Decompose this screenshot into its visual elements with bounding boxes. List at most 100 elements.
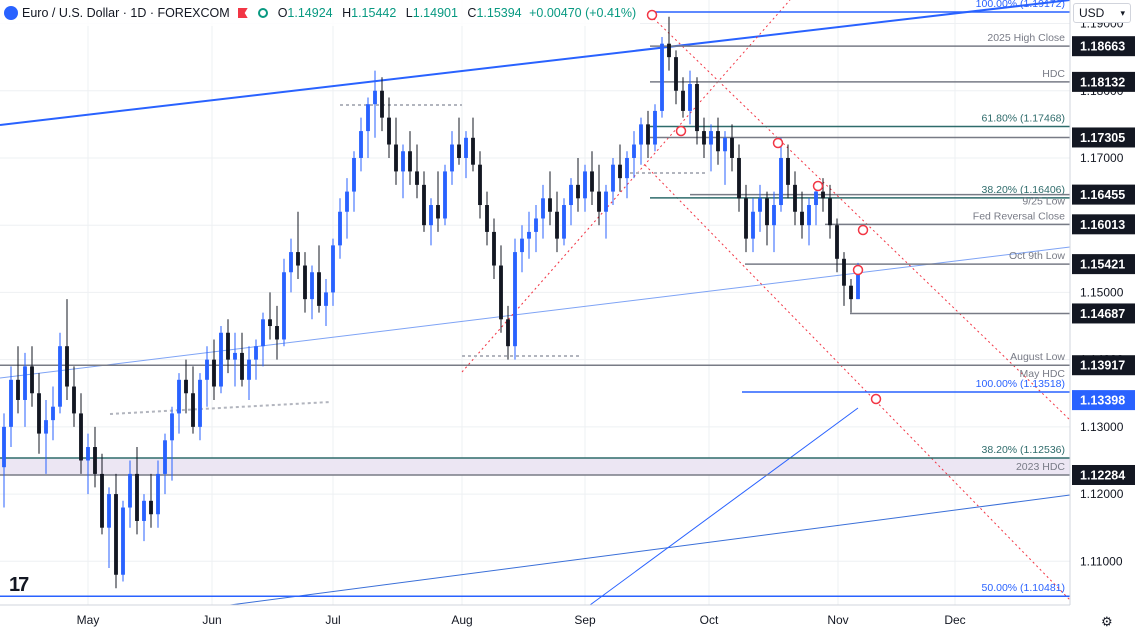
low-label: L (405, 6, 413, 20)
candle-body (492, 231, 496, 266)
level-label: 100.00% (1.13518) (976, 378, 1065, 390)
candle-body (450, 144, 454, 172)
high-label: H (342, 6, 352, 20)
change-value: +0.00470 (+0.41%) (529, 6, 637, 20)
candle-body (58, 346, 62, 407)
price-flag (1072, 464, 1135, 485)
candle-body (807, 205, 811, 226)
level-label: 100.00% (1.19172) (976, 0, 1065, 10)
touch-point-marker (857, 224, 869, 236)
currency-select[interactable]: USD ▾ (1073, 3, 1131, 23)
candle-body (331, 245, 335, 293)
candle-body (366, 104, 370, 132)
y-tick-label: 1.13000 (1080, 420, 1124, 434)
price-flag-label: 1.12284 (1080, 468, 1125, 482)
candle-body (338, 211, 342, 246)
candle-body (737, 157, 741, 199)
candle-body (758, 198, 762, 212)
candle-body (177, 379, 181, 414)
symbol-title[interactable]: Euro / U.S. Dollar · 1D · FOREXCOM (22, 6, 230, 20)
level-label: 9/25 Low (1022, 196, 1065, 208)
candle-body (520, 238, 524, 253)
candle-body (716, 131, 720, 152)
symbol-header: Euro / U.S. Dollar · 1D · FOREXCOM O1.14… (0, 0, 641, 26)
tradingview-logo: 17 (9, 574, 29, 596)
candle-body (849, 285, 853, 300)
candle-body (394, 144, 398, 172)
candle-body (387, 117, 391, 145)
candle-body (667, 43, 671, 58)
candle-body (548, 198, 552, 212)
candle-body (121, 507, 125, 575)
candle-body (464, 137, 468, 158)
candle-body (30, 366, 34, 394)
candle-body (170, 413, 174, 441)
candle-body (226, 332, 230, 360)
candle-body (422, 184, 426, 226)
currency-label: USD (1079, 6, 1105, 20)
candle-body (23, 366, 27, 400)
price-flag (1072, 303, 1135, 324)
candle-body (702, 131, 706, 145)
candle-body (835, 225, 839, 259)
candle-body (527, 231, 531, 239)
euro-flag-icon (4, 6, 18, 20)
candle-body (219, 332, 223, 387)
price-flag (1072, 390, 1135, 411)
candle-body (842, 258, 846, 286)
candle-body (569, 184, 573, 206)
y-tick-label: 1.17000 (1080, 151, 1124, 165)
candle-body (289, 252, 293, 273)
candle-body (303, 265, 307, 300)
candle-body (646, 124, 650, 145)
candle-body (128, 473, 132, 508)
candle-body (499, 265, 503, 320)
candle-body (821, 191, 825, 199)
candle-body (107, 494, 111, 528)
candle-body (513, 252, 517, 347)
candle-body (205, 359, 209, 380)
x-tick-label: Jul (325, 613, 340, 627)
candle-body (135, 473, 139, 521)
candle-body (44, 420, 48, 434)
price-flag-label: 1.16455 (1080, 188, 1125, 202)
level-label: 61.80% (1.17468) (982, 113, 1065, 125)
x-tick-label: Dec (944, 613, 965, 627)
candle-body (240, 352, 244, 380)
candle-body (429, 205, 433, 226)
price-flag (1072, 36, 1135, 57)
touch-point-marker (812, 180, 824, 192)
y-tick-label: 1.15000 (1080, 285, 1124, 299)
candle-body (814, 191, 818, 206)
x-tick-label: May (77, 613, 100, 627)
candle-body (590, 171, 594, 192)
x-tick-label: Sep (574, 613, 596, 627)
candle-body (765, 198, 769, 226)
candle-body (604, 191, 608, 212)
candle-body (688, 84, 692, 111)
candle-body (324, 292, 328, 306)
price-flag-label: 1.14687 (1080, 307, 1125, 321)
y-tick-label: 1.11000 (1080, 554, 1123, 568)
level-label: 2025 High Close (987, 32, 1065, 44)
candle-body (184, 379, 188, 394)
touch-point-marker (772, 137, 784, 149)
candle-body (310, 272, 314, 300)
candle-body (457, 144, 461, 158)
high-value: 1.15442 (351, 6, 397, 20)
price-flag-label: 1.18663 (1080, 40, 1125, 54)
candle-body (583, 171, 587, 199)
level-label: HDC (1042, 68, 1065, 80)
candle-body (401, 151, 405, 172)
ohlc-readout: O1.14924 H1.15442 L1.14901 C1.15394 +0.0… (272, 6, 636, 20)
candle-body (282, 272, 286, 340)
candle-body (681, 90, 685, 111)
price-flag-label: 1.13917 (1080, 359, 1125, 373)
level-label: 2023 HDC (1016, 461, 1065, 473)
candle-body (555, 211, 559, 239)
candle-body (16, 379, 20, 400)
candle-body (695, 84, 699, 132)
level-label: 50.00% (1.10481) (982, 582, 1065, 594)
candle-body (800, 211, 804, 226)
